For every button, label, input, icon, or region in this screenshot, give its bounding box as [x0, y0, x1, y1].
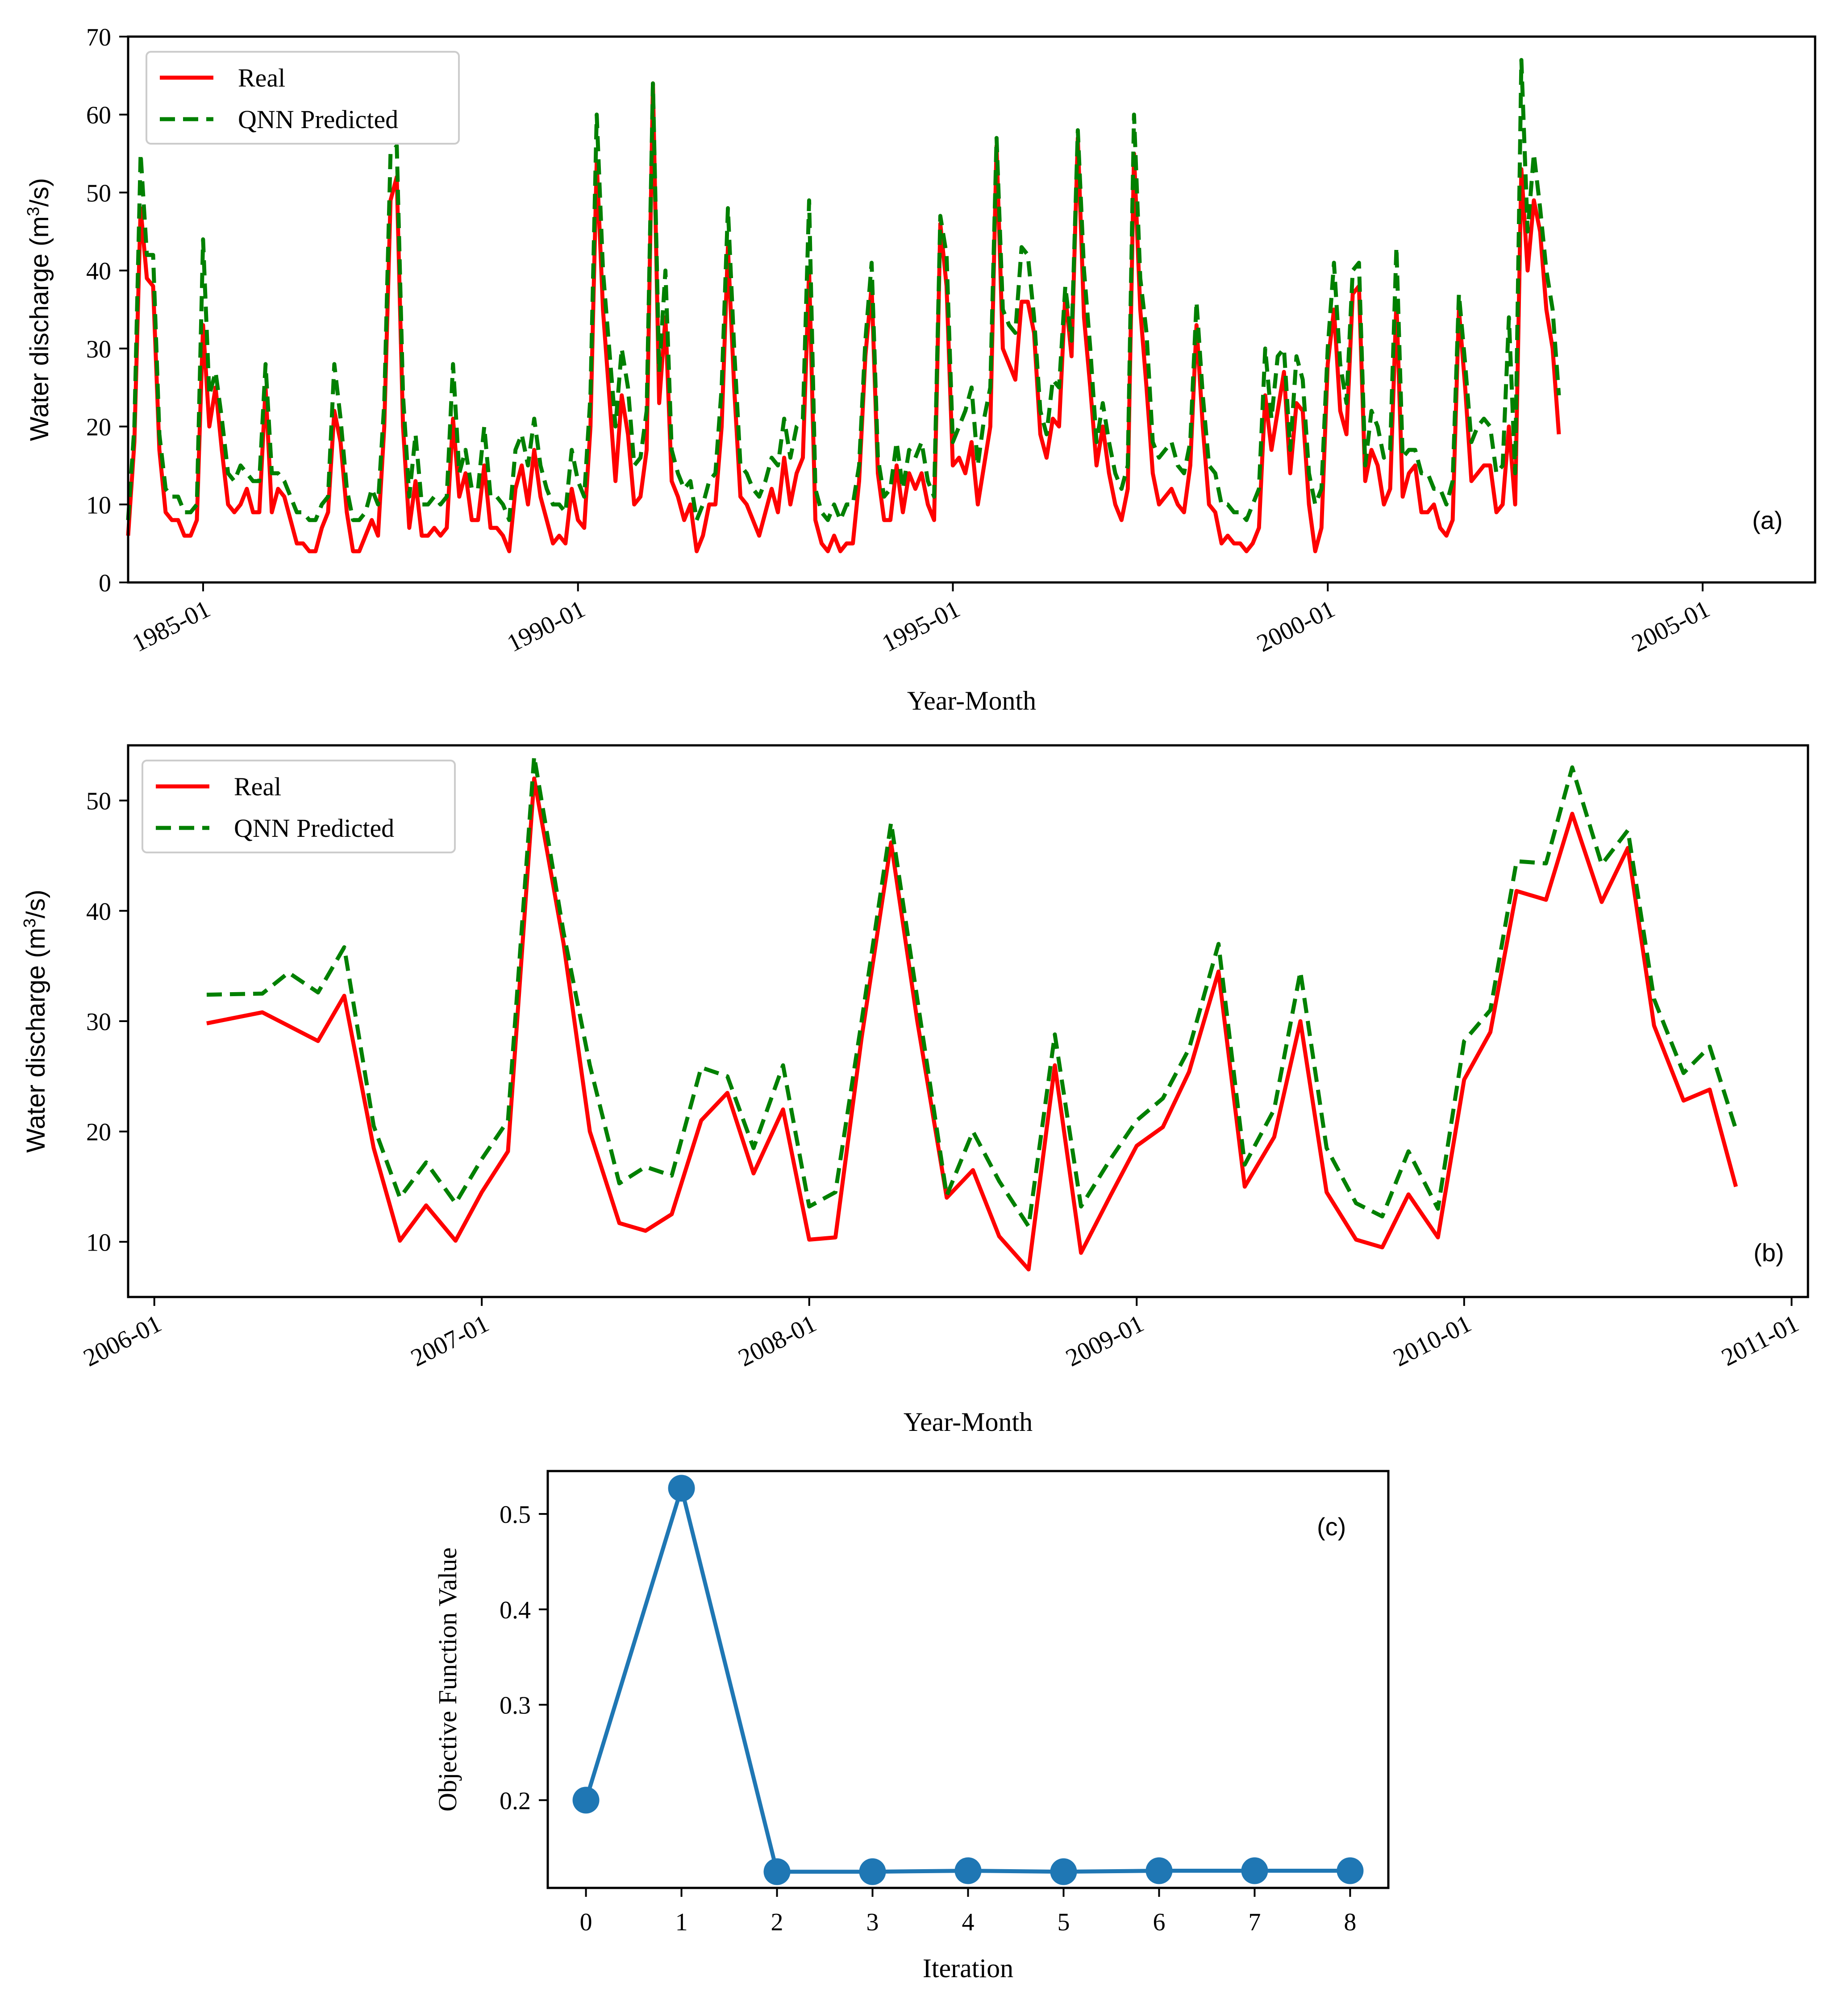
y-tick-label: 20 — [86, 1118, 111, 1146]
legend-entry-label: QNN Predicted — [234, 814, 394, 843]
y-tick-label: 0.4 — [500, 1596, 531, 1624]
y-axis-label-tail: /s) — [25, 178, 54, 207]
y-tick-label: 10 — [86, 491, 111, 519]
x-tick-label: 2009-01 — [1062, 1309, 1148, 1372]
y-axis-label: Water discharge (m3/s) — [24, 178, 54, 441]
objective-point-8 — [1337, 1857, 1364, 1884]
y-axis-label: Water discharge (m3/s) — [21, 890, 50, 1152]
y-tick-label: 30 — [86, 1008, 111, 1036]
legend-entry-label: Real — [234, 772, 281, 801]
x-tick-label: 0 — [580, 1908, 592, 1936]
objective-point-6 — [1145, 1857, 1173, 1884]
x-tick-label: 2006-01 — [79, 1309, 166, 1372]
y-axis-label-main: Water discharge (m — [25, 216, 54, 441]
y-tick-label: 50 — [86, 179, 111, 207]
objective-point-0 — [572, 1787, 600, 1814]
x-tick-label: 1985-01 — [128, 595, 214, 657]
plot-frame-c — [546, 1470, 1390, 1889]
predicted-series-line-b — [206, 754, 1738, 1229]
plot-frame-a — [127, 35, 1816, 584]
x-tick-label: 2005-01 — [1628, 595, 1714, 657]
objective-point-7 — [1241, 1857, 1268, 1884]
panel-label: (c) — [1317, 1513, 1346, 1541]
objective-point-1 — [668, 1475, 695, 1502]
real-series-line-b — [206, 776, 1738, 1272]
objective-point-4 — [954, 1857, 982, 1884]
y-tick-label: 0.5 — [500, 1501, 531, 1529]
x-tick-label: 3 — [866, 1908, 879, 1936]
legend-entry-label: Real — [238, 63, 285, 92]
x-axis-label: Iteration — [923, 1954, 1013, 1983]
legend-entry-label: QNN Predicted — [238, 105, 398, 134]
y-tick-label: 40 — [86, 258, 111, 285]
y-tick-label: 0.2 — [500, 1787, 531, 1815]
y-tick-label: 20 — [86, 414, 111, 441]
predicted-series-line-a — [126, 58, 1561, 522]
y-tick-label: 0.3 — [500, 1692, 531, 1720]
y-tick-label: 70 — [86, 24, 111, 51]
y-axis-label-tail: /s) — [21, 890, 50, 918]
x-tick-label: 2008-01 — [734, 1309, 821, 1372]
y-tick-label: 30 — [86, 336, 111, 363]
legend-box — [142, 760, 456, 853]
x-tick-label: 1990-01 — [503, 595, 589, 657]
x-tick-label: 2000-01 — [1253, 595, 1339, 657]
objective-point-3 — [859, 1858, 886, 1885]
x-axis-label: Year-Month — [907, 686, 1036, 715]
objective-point-2 — [763, 1858, 791, 1885]
objective-point-5 — [1050, 1858, 1077, 1885]
y-tick-label: 40 — [86, 898, 111, 926]
x-tick-label: 1 — [675, 1908, 688, 1936]
y-tick-label: 0 — [99, 569, 111, 597]
y-axis-label-superscript: 3 — [21, 919, 39, 928]
x-tick-label: 1995-01 — [878, 595, 964, 657]
x-tick-label: 6 — [1153, 1908, 1165, 1936]
real-series-line-a — [126, 81, 1561, 553]
y-tick-label: 50 — [86, 788, 111, 815]
x-axis-label: Year-Month — [904, 1407, 1033, 1437]
x-tick-label: 2007-01 — [407, 1309, 493, 1372]
panel-label: (b) — [1754, 1239, 1784, 1267]
objective-series-line-c — [584, 1486, 1350, 1874]
x-tick-label: 2011-01 — [1717, 1309, 1804, 1372]
x-tick-label: 7 — [1248, 1908, 1261, 1936]
y-tick-label: 10 — [86, 1229, 111, 1256]
x-tick-label: 2 — [771, 1908, 783, 1936]
y-tick-label: 60 — [86, 102, 111, 129]
x-tick-label: 4 — [962, 1908, 975, 1936]
legend-box — [146, 51, 460, 145]
y-axis-label: Objective Function Value — [433, 1547, 462, 1812]
x-tick-label: 5 — [1057, 1908, 1070, 1936]
x-tick-label: 8 — [1344, 1908, 1356, 1936]
y-axis-label-superscript: 3 — [24, 207, 43, 216]
y-axis-label-main: Water discharge (m — [21, 928, 50, 1153]
x-tick-label: 2010-01 — [1389, 1309, 1475, 1372]
panel-label: (a) — [1752, 506, 1783, 534]
